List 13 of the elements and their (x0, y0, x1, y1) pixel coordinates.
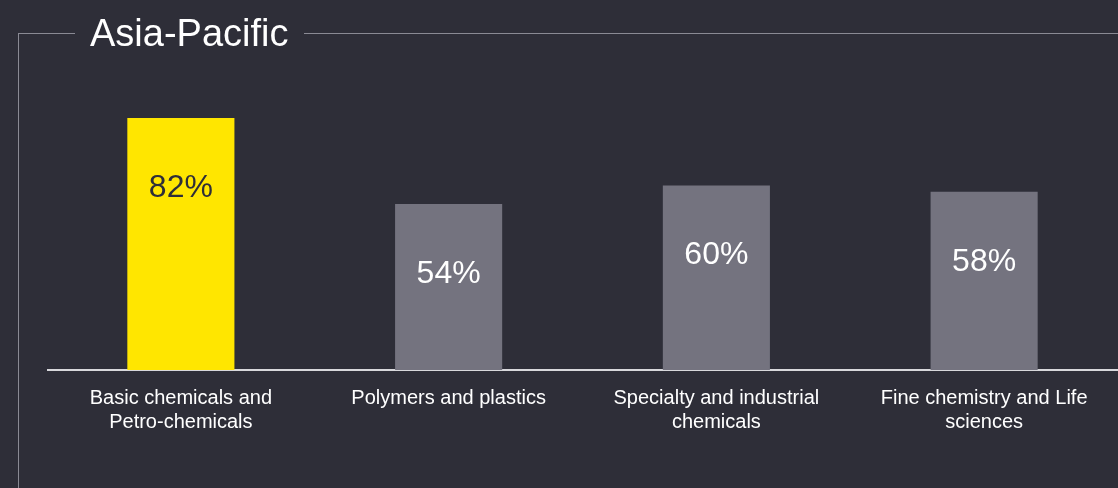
bar (127, 117, 235, 370)
x-tick-label: Fine chemistry and Life sciences (880, 385, 1088, 432)
data-label: 60% (684, 235, 749, 272)
x-tick-label: Polymers and plastics (351, 385, 546, 408)
bar (395, 203, 503, 370)
bar (930, 191, 1038, 370)
chart-title: Asia-Pacific (75, 10, 304, 56)
x-tick-label: Basic chemicals and Petro-chemicals (89, 385, 273, 432)
x-tick-label: Specialty and industrial chemicals (613, 385, 820, 432)
data-label: 58% (952, 241, 1017, 278)
data-label: 54% (416, 253, 481, 290)
bar (662, 185, 770, 370)
data-label: 82% (148, 167, 213, 204)
